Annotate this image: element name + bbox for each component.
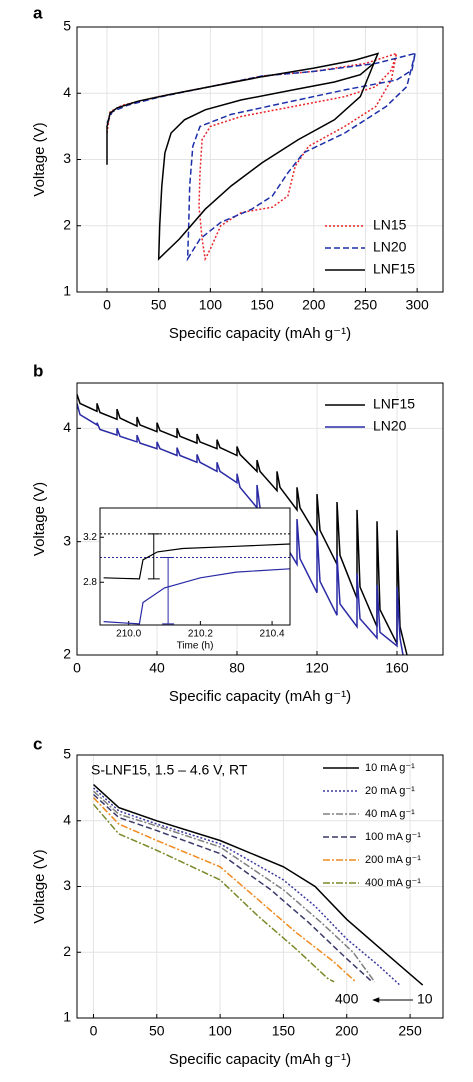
y-tick-label: 3 [63,877,71,893]
panel-label: c [33,734,42,753]
plot-frame [99,507,291,626]
series-line [103,543,291,580]
x-tick-label: 210.4 [260,629,285,640]
x-tick-label: 100 [199,297,223,313]
x-tick-label: 120 [305,660,329,676]
y-tick-label: 5 [63,18,71,34]
series-line [76,394,408,656]
x-axis-label: Specific capacity (mAh g⁻¹) [169,325,351,342]
y-tick-label: 2.8 [83,577,97,588]
plot-frame [76,754,444,1019]
y-tick-label: 5 [63,746,71,762]
panel-label: b [33,361,43,380]
series-line [92,797,357,983]
arrow-label: 10 [417,991,433,1007]
y-axis-label: Voltage (V) [31,849,48,923]
y-tick-label: 4 [63,84,71,100]
y-tick-label: 1 [63,1009,71,1025]
x-tick-label: 210.0 [116,629,141,640]
x-tick-label: 200 [302,297,326,313]
x-tick-label: 40 [149,660,165,676]
series-line [92,803,335,983]
series-line [92,784,424,986]
legend-label: 20 mA g⁻¹ [365,785,415,797]
legend-label: LN15 [373,217,407,233]
legend-label: 40 mA g⁻¹ [365,808,415,820]
y-axis-label: Voltage (V) [31,122,48,196]
series-line [92,793,373,983]
x-tick-label: 150 [250,297,274,313]
series-line [92,787,401,986]
y-tick-label: 3 [63,532,71,548]
legend-label: LN20 [373,239,407,255]
x-tick-label: 0 [90,1023,98,1039]
arrow-label: 400 [335,991,359,1007]
legend-label: LNF15 [373,396,415,412]
x-tick-label: 210.2 [188,629,213,640]
legend-label: 100 mA g⁻¹ [365,831,421,843]
legend-label: 400 mA g⁻¹ [365,877,421,889]
series-line [103,568,291,625]
x-tick-label: 80 [229,660,245,676]
x-tick-label: 200 [335,1023,359,1039]
x-axis-label: Specific capacity (mAh g⁻¹) [169,688,351,705]
y-tick-label: 2 [63,943,71,959]
series-line [106,52,398,262]
x-tick-label: 300 [405,297,429,313]
y-tick-label: 2 [63,646,71,662]
panel-label: a [33,3,43,22]
x-tick-label: 250 [398,1023,422,1039]
x-tick-label: 150 [272,1023,296,1039]
inset-background [100,508,290,625]
y-tick-label: 4 [63,419,71,435]
legend-label: 10 mA g⁻¹ [365,762,415,774]
x-axis-label: Time (h) [177,641,214,652]
subtitle: S-LNF15, 1.5 – 4.6 V, RT [91,762,248,778]
y-axis-label: Voltage (V) [31,482,48,556]
x-tick-label: 250 [354,297,378,313]
plot-frame [76,26,444,293]
series-line [92,790,376,983]
x-tick-label: 50 [151,297,167,313]
legend-label: LNF15 [373,261,415,277]
x-tick-label: 0 [103,297,111,313]
x-tick-label: 0 [73,660,81,676]
y-tick-label: 4 [63,811,71,827]
x-tick-label: 100 [208,1023,232,1039]
x-axis-label: Specific capacity (mAh g⁻¹) [169,1051,351,1068]
x-tick-label: 50 [149,1023,165,1039]
x-tick-label: 160 [385,660,409,676]
legend-label: LN20 [373,418,407,434]
y-tick-label: 1 [63,283,71,299]
series-line [76,403,404,656]
plot-frame [76,382,444,656]
y-tick-label: 2 [63,216,71,232]
series-line [106,52,380,261]
y-tick-label: 3 [63,150,71,166]
legend-label: 200 mA g⁻¹ [365,854,421,866]
y-tick-label: 3.2 [83,532,97,543]
